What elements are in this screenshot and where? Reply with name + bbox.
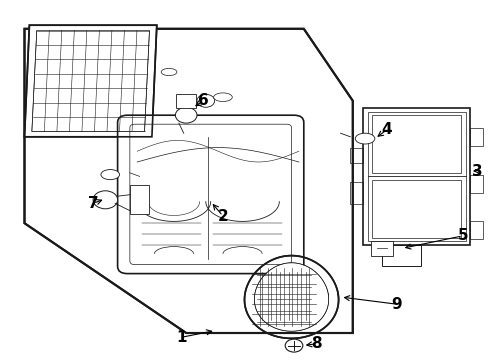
Text: 7: 7 bbox=[88, 196, 98, 211]
Ellipse shape bbox=[355, 133, 375, 144]
Text: 8: 8 bbox=[311, 336, 321, 351]
Ellipse shape bbox=[214, 93, 232, 102]
Polygon shape bbox=[24, 29, 353, 333]
Ellipse shape bbox=[161, 68, 177, 76]
Polygon shape bbox=[24, 25, 157, 137]
Text: 4: 4 bbox=[382, 122, 392, 137]
FancyBboxPatch shape bbox=[363, 108, 470, 245]
Text: 9: 9 bbox=[392, 297, 402, 312]
Polygon shape bbox=[130, 185, 149, 214]
FancyBboxPatch shape bbox=[382, 245, 421, 266]
Text: 6: 6 bbox=[198, 93, 209, 108]
Text: 1: 1 bbox=[176, 330, 187, 345]
Circle shape bbox=[175, 107, 197, 123]
Circle shape bbox=[197, 94, 215, 107]
Polygon shape bbox=[255, 263, 328, 331]
Text: 3: 3 bbox=[472, 163, 483, 179]
Text: 2: 2 bbox=[218, 208, 228, 224]
Circle shape bbox=[93, 191, 118, 209]
FancyBboxPatch shape bbox=[176, 94, 196, 108]
Ellipse shape bbox=[101, 170, 120, 180]
Text: 5: 5 bbox=[458, 228, 468, 243]
Circle shape bbox=[285, 339, 303, 352]
FancyBboxPatch shape bbox=[118, 115, 304, 274]
FancyBboxPatch shape bbox=[371, 241, 393, 256]
